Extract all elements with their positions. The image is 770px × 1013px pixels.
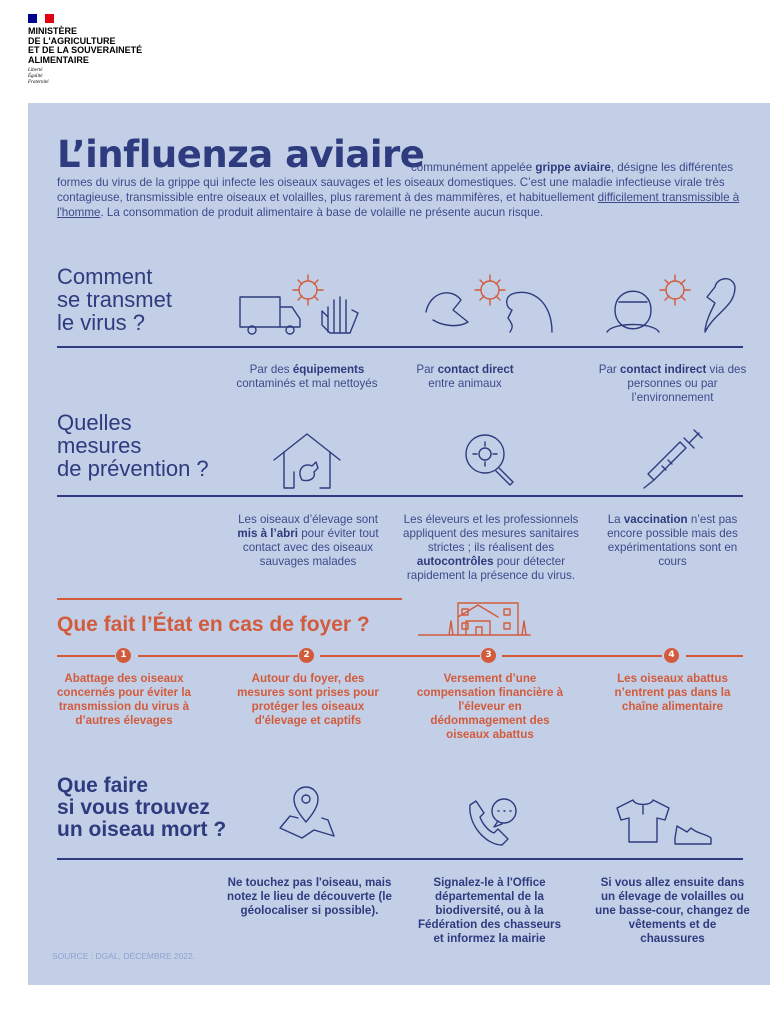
- step-caption: Abattage des oiseaux concernés pour évit…: [56, 672, 192, 727]
- clothes-shoe-icon: [616, 799, 712, 845]
- intro-text: communément appelée grippe aviaire, dési…: [57, 161, 740, 219]
- duck-chicken-icon: [425, 274, 553, 333]
- transmission-caption: Par contact indirect via des personnes o…: [598, 363, 747, 404]
- magnifier-virus-icon: [465, 434, 514, 486]
- intro-link[interactable]: difficilement transmissible à l'homme: [57, 191, 740, 219]
- phone-icon: [469, 798, 517, 846]
- step-caption: Autour du foyer, des mesures sont prises…: [237, 672, 379, 727]
- dead-bird-heading: Que faire si vous trouvez un oiseau mort ?: [57, 774, 227, 841]
- motto: Égalité: [28, 74, 43, 79]
- ministry-name: ALIMENTAIRE: [28, 54, 89, 65]
- farm-building-icon: [418, 602, 531, 636]
- source-note: SOURCE : DGAL, DÉCEMBRE 2022.: [52, 951, 196, 961]
- infographic-panel: [28, 103, 770, 985]
- step-caption: Les oiseaux abattus n’entrent pas dans l…: [614, 672, 731, 713]
- dead-bird-caption: Ne touchez pas l'oiseau, mais notez le l…: [227, 876, 392, 917]
- timeline-line: [57, 655, 115, 657]
- divider: [57, 858, 743, 860]
- ministry-name: MINISTÈRE: [28, 26, 78, 36]
- transmission-caption: Par contact direct entre animaux: [416, 363, 514, 390]
- prevention-caption: Les oiseaux d’élevage sont mis à l’abri …: [237, 513, 379, 568]
- step-caption: Versement d’une compensation financière …: [416, 672, 564, 741]
- divider: [57, 495, 743, 497]
- step-number-badge: 3: [481, 648, 496, 663]
- map-pin-icon: [279, 786, 335, 839]
- prevention-heading: Quelles mesures de prévention ?: [57, 410, 209, 481]
- motto: Liberté: [28, 68, 43, 73]
- step-number-badge: 2: [299, 648, 314, 663]
- transmission-heading: Comment se transmet le virus ?: [57, 264, 172, 335]
- dead-bird-caption: Si vous allez ensuite dans un élevage de…: [595, 876, 750, 945]
- timeline-line: [502, 655, 662, 657]
- prevention-caption: Les éleveurs et les professionnels appli…: [403, 513, 579, 582]
- page-title: L’influenza aviaire: [57, 133, 425, 176]
- ministry-name: ET DE LA SOUVERAINETÉ: [28, 45, 143, 55]
- timeline-line: [320, 655, 480, 657]
- ministry-logo: MINISTÈRE DE L'AGRICULTURE ET DE LA SOUVER…: [28, 14, 142, 86]
- step-number-badge: 4: [664, 648, 679, 663]
- timeline-line: [138, 655, 298, 657]
- dead-bird-caption: Signalez-le à l'Office départemental de …: [417, 876, 562, 945]
- syringe-icon: [643, 429, 703, 489]
- motto: Fraternité: [28, 80, 49, 85]
- state-heading: Que fait l’État en cas de foyer ?: [57, 613, 370, 636]
- transmission-caption: Par des équipements contaminés et mal ne…: [236, 363, 378, 390]
- person-bird-icon: [606, 274, 736, 333]
- prevention-caption: La vaccination n’est pas encore possible…: [607, 513, 738, 568]
- truck-glove-icon: [239, 274, 359, 335]
- ministry-name: DE L'AGRICULTURE: [28, 35, 116, 46]
- french-flag: [28, 14, 55, 23]
- henhouse-icon: [273, 433, 341, 489]
- step-number-badge: 1: [116, 648, 131, 663]
- timeline-line: [686, 655, 743, 657]
- divider: [57, 346, 743, 348]
- divider: [57, 598, 402, 600]
